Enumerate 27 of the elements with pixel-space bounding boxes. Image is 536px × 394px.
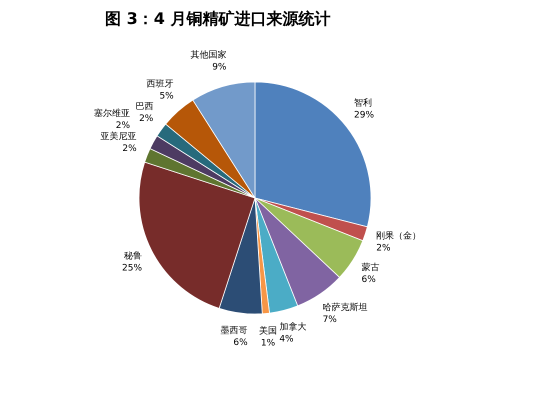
slice-label: 刚果（金） <box>376 230 422 242</box>
slice-label: 加拿大 <box>279 322 306 333</box>
chart-title: 图 3：4 月铜精矿进口来源统计 <box>105 9 330 28</box>
slice-label: 西班牙 <box>146 78 174 90</box>
data-label: 2% <box>116 120 130 131</box>
data-label: 6% <box>233 338 248 348</box>
data-label: 1% <box>260 338 276 348</box>
slice-label: 塞尔维亚 <box>94 108 130 119</box>
slice-label: 其他国家 <box>190 49 226 60</box>
slice-label: 美国 <box>258 325 277 336</box>
data-label: 5% <box>159 91 174 102</box>
slice-label: 智利 <box>354 97 372 108</box>
slice-label: 亚美尼亚 <box>100 131 137 142</box>
slice-label: 秘鲁 <box>124 250 142 262</box>
data-label: 29% <box>354 110 374 120</box>
data-label: 6% <box>362 274 376 285</box>
slice-label: 巴西 <box>135 102 154 112</box>
data-label: 9% <box>212 62 227 72</box>
slice-label: 墨西哥 <box>220 324 248 336</box>
data-label: 2% <box>376 244 391 254</box>
data-label: 7% <box>322 315 338 326</box>
data-label: 25% <box>122 264 142 274</box>
data-label: 2% <box>122 144 138 154</box>
slice-label: 蒙古 <box>362 262 380 273</box>
data-label: 4% <box>279 334 294 345</box>
slice-label: 哈萨克斯坦 <box>322 302 368 314</box>
data-label: 2% <box>139 114 154 124</box>
